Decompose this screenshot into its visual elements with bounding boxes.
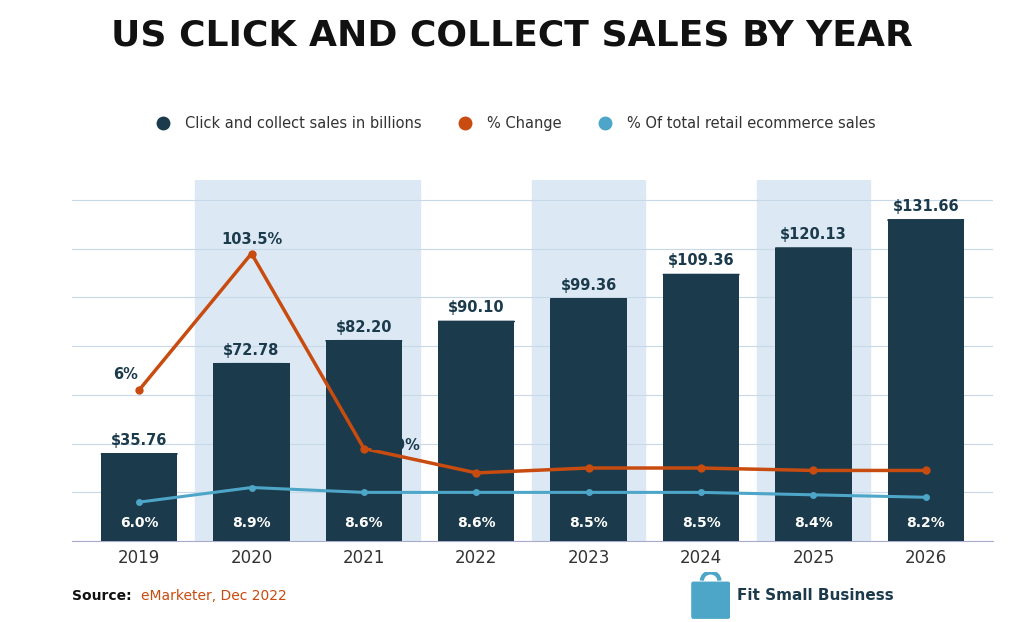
Text: 9.9%: 9.9% — [794, 448, 834, 463]
Text: 6%: 6% — [113, 367, 137, 382]
Text: $99.36: $99.36 — [560, 278, 616, 293]
Bar — [196, 180, 420, 541]
Bar — [551, 299, 627, 541]
Bar — [101, 454, 177, 541]
Bar — [213, 364, 290, 541]
Text: US CLICK AND COLLECT SALES BY YEAR: US CLICK AND COLLECT SALES BY YEAR — [111, 19, 913, 53]
Text: eMarketer, Dec 2022: eMarketer, Dec 2022 — [141, 589, 287, 603]
Text: $82.20: $82.20 — [336, 320, 392, 335]
Text: $131.66: $131.66 — [893, 199, 959, 214]
FancyBboxPatch shape — [691, 582, 730, 619]
Text: 8.6%: 8.6% — [457, 516, 496, 530]
Text: 9.6%: 9.6% — [456, 451, 497, 466]
Legend: Click and collect sales in billions, % Change, % Of total retail ecommerce sales: Click and collect sales in billions, % C… — [142, 110, 882, 137]
Text: 10.3%: 10.3% — [563, 446, 614, 461]
Bar — [326, 341, 402, 541]
Bar — [532, 180, 645, 541]
Text: 8.2%: 8.2% — [906, 516, 945, 530]
Text: Source:: Source: — [72, 589, 136, 603]
Bar — [775, 248, 852, 541]
Text: 8.4%: 8.4% — [794, 516, 833, 530]
Text: Fit Small Business: Fit Small Business — [737, 588, 894, 603]
Text: $120.13: $120.13 — [780, 227, 847, 242]
Bar — [438, 322, 514, 541]
Bar — [663, 274, 739, 541]
Text: 8.6%: 8.6% — [345, 516, 383, 530]
Text: $35.76: $35.76 — [111, 433, 167, 448]
Text: 8.5%: 8.5% — [682, 516, 721, 530]
Bar — [758, 180, 869, 541]
Text: 8.5%: 8.5% — [569, 516, 608, 530]
Text: $109.36: $109.36 — [668, 254, 734, 269]
Text: 10.1%: 10.1% — [676, 446, 727, 461]
Text: $72.78: $72.78 — [223, 343, 280, 358]
Text: 6.0%: 6.0% — [120, 516, 159, 530]
Text: 8.9%: 8.9% — [232, 516, 270, 530]
Bar — [888, 220, 964, 541]
Text: 12.9%: 12.9% — [369, 438, 420, 453]
Text: 9.6%: 9.6% — [905, 448, 946, 463]
Text: $90.10: $90.10 — [447, 300, 505, 315]
Text: 103.5%: 103.5% — [221, 231, 283, 246]
